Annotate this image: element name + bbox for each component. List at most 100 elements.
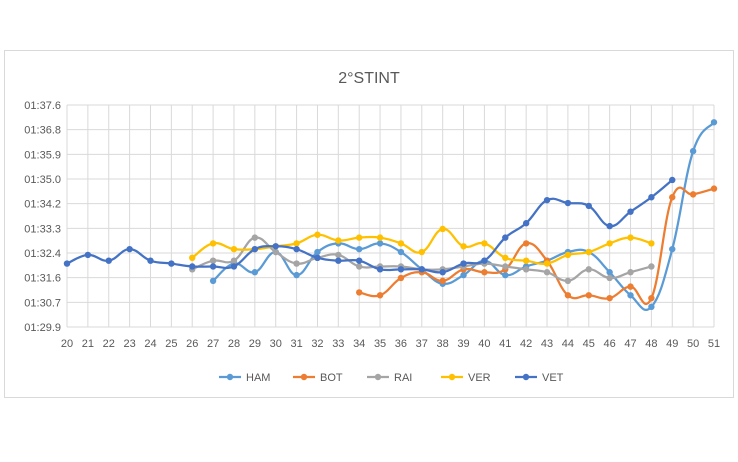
chart-container: 2°STINT 01:37.6 01:36.8 01:35.9 01:35.0 01:3…	[4, 50, 734, 398]
x-tick-label: 34	[353, 338, 365, 350]
legend-label-rai: RAI	[394, 372, 412, 384]
chart-title: 2°STINT	[338, 70, 400, 87]
legend-label-vet: VET	[542, 372, 564, 384]
data-point-rai	[564, 277, 572, 285]
data-point-ver	[543, 260, 551, 267]
data-point-ham	[648, 303, 655, 311]
data-point-bot	[627, 283, 634, 290]
y-tick-label: 01:36.8	[24, 125, 61, 137]
data-point-ver	[314, 231, 321, 238]
x-tick-label: 27	[207, 338, 219, 350]
data-point-rai	[522, 266, 530, 273]
legend-item-bot: BOT	[293, 372, 343, 384]
data-point-vet	[460, 260, 467, 267]
legend-item-ver: VER	[441, 372, 491, 384]
data-point-vet	[543, 196, 551, 204]
data-point-ver	[460, 243, 467, 250]
data-point-rai	[627, 269, 634, 276]
data-point-ver	[439, 225, 446, 233]
data-point-bot	[522, 240, 530, 247]
data-point-vet	[585, 202, 592, 210]
data-point-ham	[355, 245, 363, 253]
series-line-vet	[65, 178, 674, 274]
data-point-ham	[689, 147, 697, 155]
x-tick-label: 48	[645, 338, 657, 350]
x-tick-label: 36	[395, 338, 407, 350]
legend-swatch-marker-ver	[448, 373, 456, 381]
data-point-bot	[481, 269, 488, 276]
data-point-rai	[209, 257, 217, 264]
data-point-rai	[502, 263, 509, 270]
legend-swatch-marker-vet	[522, 373, 530, 381]
data-point-vet	[293, 245, 300, 253]
legend-swatch-marker-ham	[226, 373, 234, 381]
data-point-rai	[355, 263, 363, 270]
x-tick-label: 32	[311, 338, 323, 350]
legend-swatch-marker-rai	[374, 373, 382, 381]
data-point-bot	[564, 292, 572, 299]
legend-swatch-marker-bot	[300, 373, 308, 381]
y-tick-label: 01:33.3	[24, 223, 61, 235]
x-tick-label: 20	[61, 338, 73, 350]
series-vet	[63, 176, 676, 276]
data-point-bot	[669, 194, 676, 201]
legend-label-bot: BOT	[320, 372, 343, 384]
data-point-vet	[189, 263, 196, 270]
line-chart: 2°STINT 01:37.6 01:36.8 01:35.9 01:35.0 01:3…	[24, 70, 720, 384]
data-point-vet	[126, 245, 133, 253]
x-tick-label: 26	[186, 338, 198, 350]
data-point-ver	[648, 240, 655, 247]
data-point-vet	[502, 234, 509, 241]
data-point-bot	[606, 294, 613, 302]
data-point-ham	[314, 248, 321, 256]
data-point-bot	[710, 185, 718, 192]
data-point-ver	[355, 234, 363, 241]
data-point-ham	[502, 271, 509, 279]
data-point-ham	[397, 248, 405, 256]
data-point-rai	[606, 274, 613, 282]
data-point-rai	[251, 234, 259, 241]
x-tick-label: 21	[82, 338, 94, 350]
data-point-vet	[209, 263, 217, 270]
data-point-vet	[439, 269, 446, 276]
x-tick-label: 29	[249, 338, 261, 350]
data-point-vet	[230, 263, 238, 270]
x-tick-label: 41	[499, 338, 511, 350]
data-point-ver	[585, 248, 592, 256]
data-point-vet	[606, 222, 613, 230]
data-point-ham	[209, 277, 217, 285]
data-point-vet	[251, 245, 259, 253]
y-tick-label: 01:32.4	[24, 248, 61, 260]
data-point-ver	[627, 234, 634, 241]
x-tick-label: 25	[165, 338, 177, 350]
legend-label-ham: HAM	[246, 372, 270, 384]
data-point-vet	[84, 251, 92, 259]
data-point-rai	[335, 251, 342, 259]
data-point-ver	[522, 257, 530, 264]
y-tick-label: 01:30.7	[24, 297, 61, 309]
x-tick-label: 51	[708, 338, 720, 350]
x-tick-label: 22	[103, 338, 115, 350]
y-tick-label: 01:31.6	[24, 273, 61, 285]
x-tick-label: 44	[562, 338, 574, 350]
x-tick-label: 45	[583, 338, 595, 350]
x-tick-label: 31	[290, 338, 302, 350]
data-point-ver	[564, 251, 572, 259]
x-tick-label: 46	[604, 338, 616, 350]
data-point-bot	[585, 292, 592, 299]
x-tick-label: 47	[624, 338, 636, 350]
y-tick-label: 01:29.9	[24, 322, 61, 334]
data-point-rai	[585, 266, 592, 273]
x-tick-label: 28	[228, 338, 240, 350]
data-point-vet	[397, 266, 405, 273]
y-tick-label: 01:34.2	[24, 199, 61, 211]
data-point-vet	[272, 243, 279, 250]
data-point-vet	[418, 266, 426, 273]
data-point-ver	[209, 240, 217, 247]
legend-label-ver: VER	[468, 372, 491, 384]
data-point-vet	[376, 266, 384, 273]
data-point-vet	[168, 260, 175, 267]
data-point-vet	[648, 194, 655, 201]
x-tick-label: 40	[478, 338, 490, 350]
data-point-vet	[669, 176, 676, 184]
